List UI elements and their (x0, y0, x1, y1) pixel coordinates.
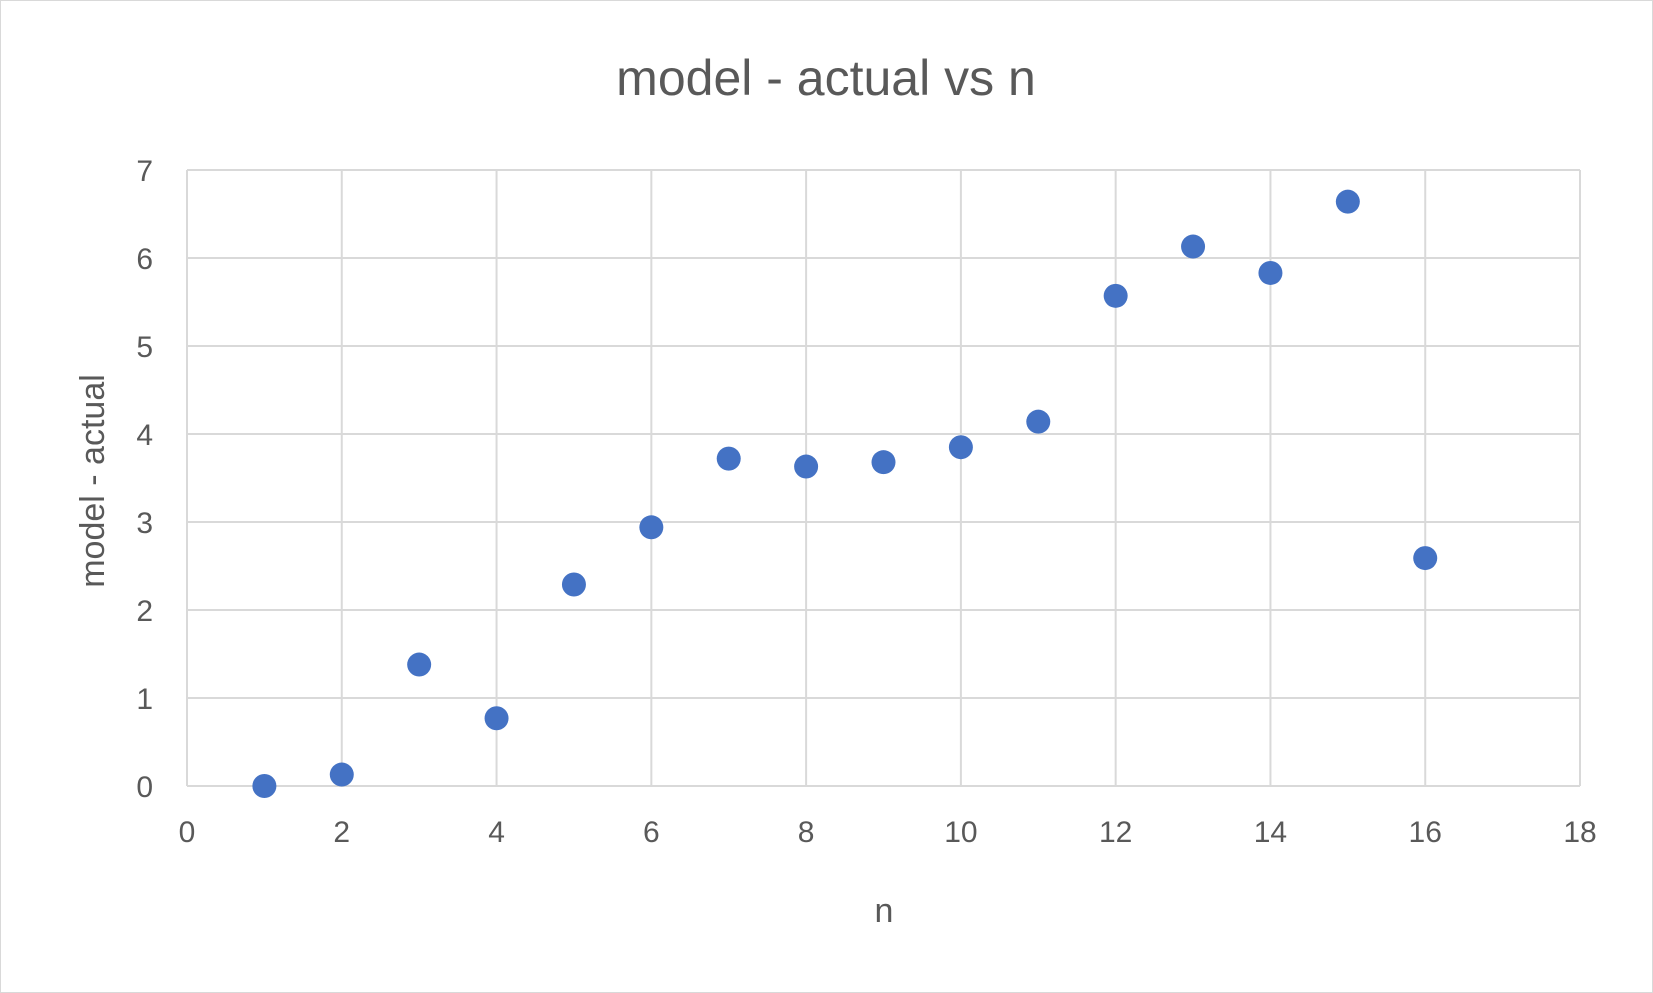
data-point (407, 652, 432, 677)
x-tick-label: 10 (944, 816, 977, 849)
data-point (1413, 546, 1438, 571)
data-point (1181, 234, 1206, 259)
y-tick-label: 6 (136, 243, 153, 276)
data-point (561, 572, 586, 597)
x-tick-label: 16 (1409, 816, 1442, 849)
data-point (1103, 283, 1128, 308)
y-tick-label: 0 (136, 771, 153, 804)
data-point (794, 454, 819, 479)
data-point (716, 446, 741, 471)
data-point (252, 774, 277, 798)
y-tick-label: 4 (136, 419, 153, 452)
x-tick-label: 8 (798, 816, 815, 849)
y-tick-label: 5 (136, 331, 153, 364)
data-point (948, 435, 973, 460)
data-point (1026, 409, 1051, 434)
y-tick-label: 3 (136, 507, 153, 540)
data-point (484, 706, 509, 731)
x-tick-label: 2 (333, 816, 350, 849)
y-tick-label: 2 (136, 595, 153, 628)
x-tick-label: 12 (1099, 816, 1132, 849)
x-tick-label: 6 (643, 816, 660, 849)
x-tick-label: 4 (488, 816, 505, 849)
y-axis-title: model - actual (74, 374, 112, 588)
x-tick-label: 14 (1254, 816, 1287, 849)
x-tick-label: 0 (179, 816, 196, 849)
data-point (639, 515, 664, 540)
data-points (252, 189, 1438, 798)
data-point (329, 762, 354, 787)
chart-title: model - actual vs n (616, 50, 1036, 106)
x-tick-label: 18 (1563, 816, 1596, 849)
data-point (1335, 189, 1360, 214)
data-point (871, 450, 896, 475)
y-tick-label: 1 (136, 683, 153, 716)
x-axis-title: n (875, 892, 894, 930)
data-point (1258, 260, 1283, 285)
grid-lines (186, 169, 1581, 787)
y-tick-label: 7 (136, 155, 153, 188)
